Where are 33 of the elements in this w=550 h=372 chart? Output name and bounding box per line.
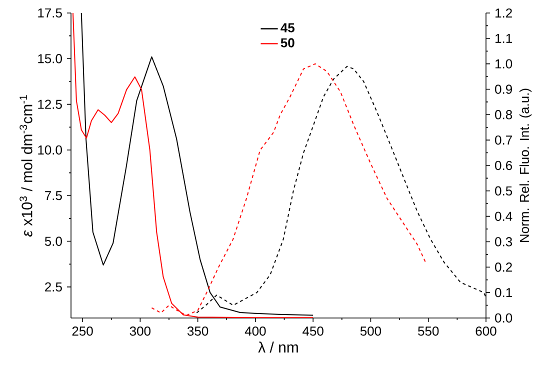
- x-tick-label: 450: [302, 326, 324, 336]
- x-tick-label: 550: [418, 326, 439, 336]
- x-tick-label: 300: [130, 326, 151, 336]
- y2-tick-label: 0.5: [495, 186, 512, 196]
- y2-tick-label: 0.4: [495, 212, 512, 221]
- y2-axis-title: Norm. Rel. Fluo. Int. (a.u.): [519, 88, 532, 242]
- y2-tick-label: 0.6: [495, 160, 512, 170]
- y-tick-label: 17.5: [38, 8, 62, 18]
- x-tick-label: 500: [360, 326, 382, 336]
- y2-tick-label: 0.3: [495, 237, 512, 246]
- y2-tick-label: 0.8: [495, 110, 512, 120]
- y-tick-label: 12.5: [38, 100, 62, 109]
- x-tick-label: 350: [187, 326, 208, 336]
- y2-tick-label: 0.0: [495, 313, 512, 323]
- y2-tick-label: 0.7: [495, 135, 512, 145]
- legend-label: 50: [280, 38, 294, 48]
- y-tick-label: 15.0: [38, 54, 62, 64]
- y2-tick-label: 1.0: [496, 59, 512, 68]
- y-tick-label: 7.5: [45, 191, 62, 200]
- y-axis-title: ε x10$^{3}$ / mol dm$^{-3}$cm$^{-1}$: [20, 95, 32, 237]
- y2-tick-label: 1.2: [496, 8, 512, 18]
- y-tick-label: 2.5: [45, 282, 62, 292]
- y-tick-label: 5.0: [44, 236, 62, 246]
- legend-label: 45: [280, 23, 294, 32]
- y2-tick-label: 0.1: [495, 288, 512, 298]
- x-tick-label: 600: [476, 326, 496, 336]
- y-tick-label: 10.0: [38, 145, 62, 155]
- y2-tick-label: 0.9: [495, 84, 512, 94]
- y2-tick-label: 1.1: [496, 34, 512, 43]
- x-tick-label: 250: [72, 326, 93, 336]
- x-axis-title: λ / nm: [258, 342, 298, 353]
- x-tick-label: 400: [244, 326, 266, 336]
- y2-tick-label: 0.2: [495, 262, 512, 272]
